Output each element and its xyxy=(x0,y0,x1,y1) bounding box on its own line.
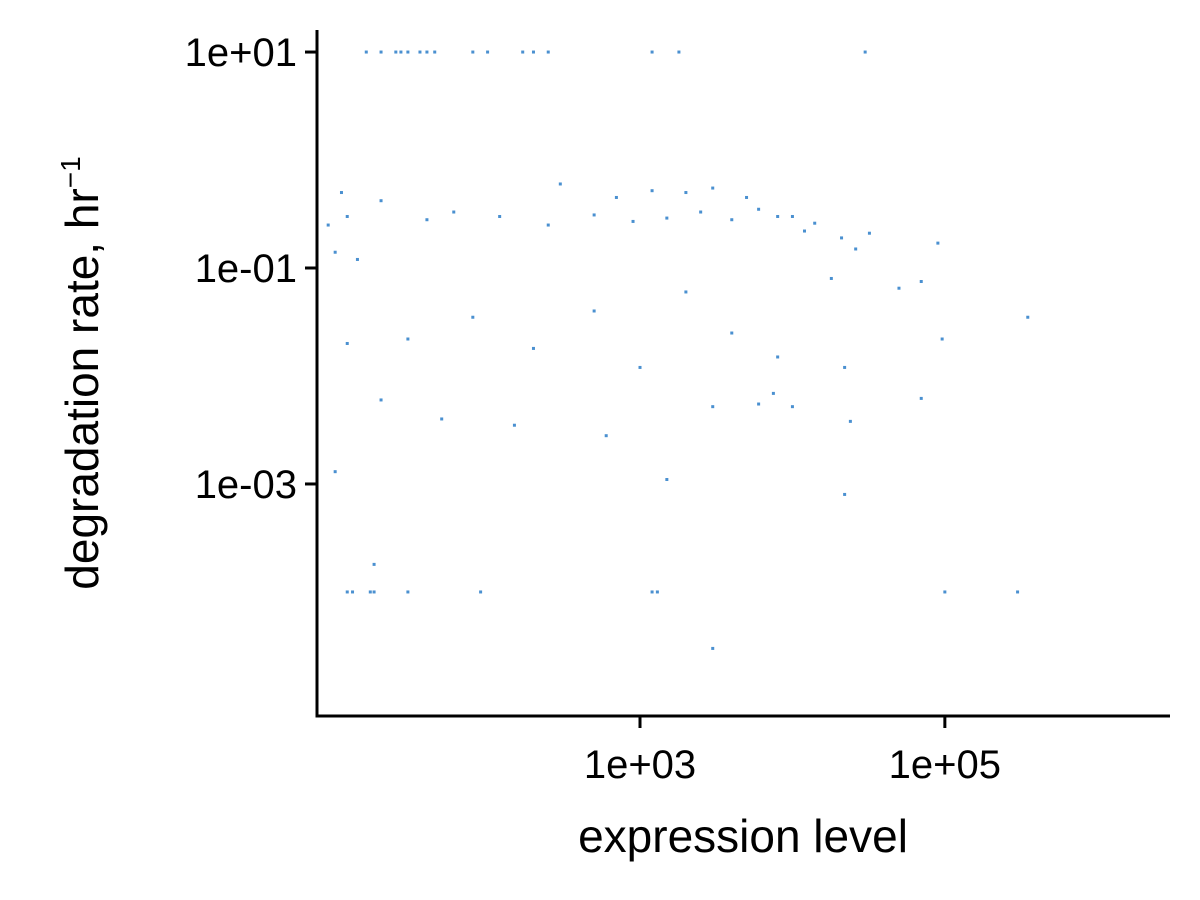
data-point xyxy=(813,221,817,225)
data-point xyxy=(919,280,923,283)
data-point xyxy=(803,229,806,233)
data-point xyxy=(351,590,355,594)
data-point xyxy=(521,50,525,54)
data-point xyxy=(355,257,359,261)
data-point xyxy=(333,250,337,254)
data-point xyxy=(745,195,749,199)
data-point xyxy=(425,50,429,54)
data-point xyxy=(471,50,475,54)
data-point xyxy=(345,590,349,594)
data-point xyxy=(372,590,376,594)
data-point xyxy=(531,50,535,54)
data-point xyxy=(379,398,383,402)
data-point xyxy=(919,396,923,400)
data-point xyxy=(498,214,502,218)
data-point xyxy=(406,337,410,341)
data-point xyxy=(650,189,654,193)
data-point xyxy=(854,247,858,251)
data-point xyxy=(650,590,654,594)
data-point xyxy=(372,562,376,566)
data-point xyxy=(531,346,535,350)
data-point xyxy=(655,590,659,594)
data-point xyxy=(364,50,368,54)
data-point xyxy=(684,290,688,294)
data-point xyxy=(368,590,372,594)
data-point xyxy=(546,223,550,227)
data-point xyxy=(406,590,410,594)
data-point xyxy=(326,223,330,227)
data-point xyxy=(684,191,688,195)
data-point xyxy=(829,276,833,280)
data-point xyxy=(638,365,642,369)
data-point xyxy=(486,50,490,54)
data-point xyxy=(711,646,715,650)
data-point xyxy=(790,405,794,409)
data-point xyxy=(771,391,775,395)
x-tick-label: 1e+03 xyxy=(584,743,696,787)
data-point xyxy=(406,50,410,54)
data-point xyxy=(479,590,483,594)
data-point xyxy=(843,492,847,496)
data-point xyxy=(665,478,669,481)
data-point xyxy=(631,219,635,223)
data-point xyxy=(943,590,947,594)
data-point xyxy=(863,50,867,54)
data-point xyxy=(650,50,654,54)
data-point xyxy=(897,286,901,290)
data-point xyxy=(757,402,761,406)
data-point xyxy=(592,213,596,217)
data-point xyxy=(425,218,429,222)
data-point xyxy=(730,331,734,335)
data-point xyxy=(339,191,343,195)
y-tick-label: 1e+01 xyxy=(185,31,297,75)
data-point xyxy=(699,210,703,214)
scatter-points xyxy=(326,50,1030,650)
data-point xyxy=(776,355,780,359)
data-point xyxy=(379,199,383,203)
data-point xyxy=(333,470,337,474)
y-axis-ticks: 1e-03 1e-01 1e+01 xyxy=(185,31,317,507)
data-point xyxy=(394,50,398,54)
y-axis-title-main: degradation rate, hr xyxy=(56,188,108,590)
data-point xyxy=(604,434,608,438)
data-point xyxy=(936,241,940,245)
data-point xyxy=(1026,315,1030,319)
data-point xyxy=(848,419,852,423)
data-point xyxy=(614,195,618,199)
data-point xyxy=(867,231,871,235)
data-point xyxy=(665,216,669,220)
data-point xyxy=(711,405,715,409)
data-point xyxy=(418,50,422,54)
data-point xyxy=(790,214,794,218)
data-point xyxy=(843,365,847,369)
data-point xyxy=(592,309,596,313)
data-point xyxy=(471,315,475,319)
x-axis-ticks: 1e+03 1e+05 xyxy=(584,716,1001,787)
data-point xyxy=(452,210,456,214)
data-point xyxy=(345,214,349,218)
data-point xyxy=(1016,590,1020,594)
data-point xyxy=(840,236,844,240)
data-point xyxy=(433,50,437,54)
data-point xyxy=(379,50,383,54)
x-axis-title: expression level xyxy=(578,810,908,862)
data-point xyxy=(546,50,550,54)
data-point xyxy=(558,182,562,186)
data-point xyxy=(757,207,761,211)
data-point xyxy=(440,417,444,421)
data-point xyxy=(776,214,780,218)
y-tick-label: 1e-01 xyxy=(195,247,297,291)
x-tick-label: 1e+05 xyxy=(889,743,1001,787)
data-point xyxy=(730,218,734,222)
data-point xyxy=(399,50,403,54)
data-point xyxy=(345,341,349,345)
data-point xyxy=(512,423,516,427)
data-point xyxy=(677,50,681,54)
y-axis-title: degradation rate, hr−1 xyxy=(55,156,108,589)
data-point xyxy=(711,186,715,190)
y-tick-label: 1e-03 xyxy=(195,463,297,507)
data-point xyxy=(940,337,944,341)
y-axis-title-superscript: −1 xyxy=(55,156,86,188)
